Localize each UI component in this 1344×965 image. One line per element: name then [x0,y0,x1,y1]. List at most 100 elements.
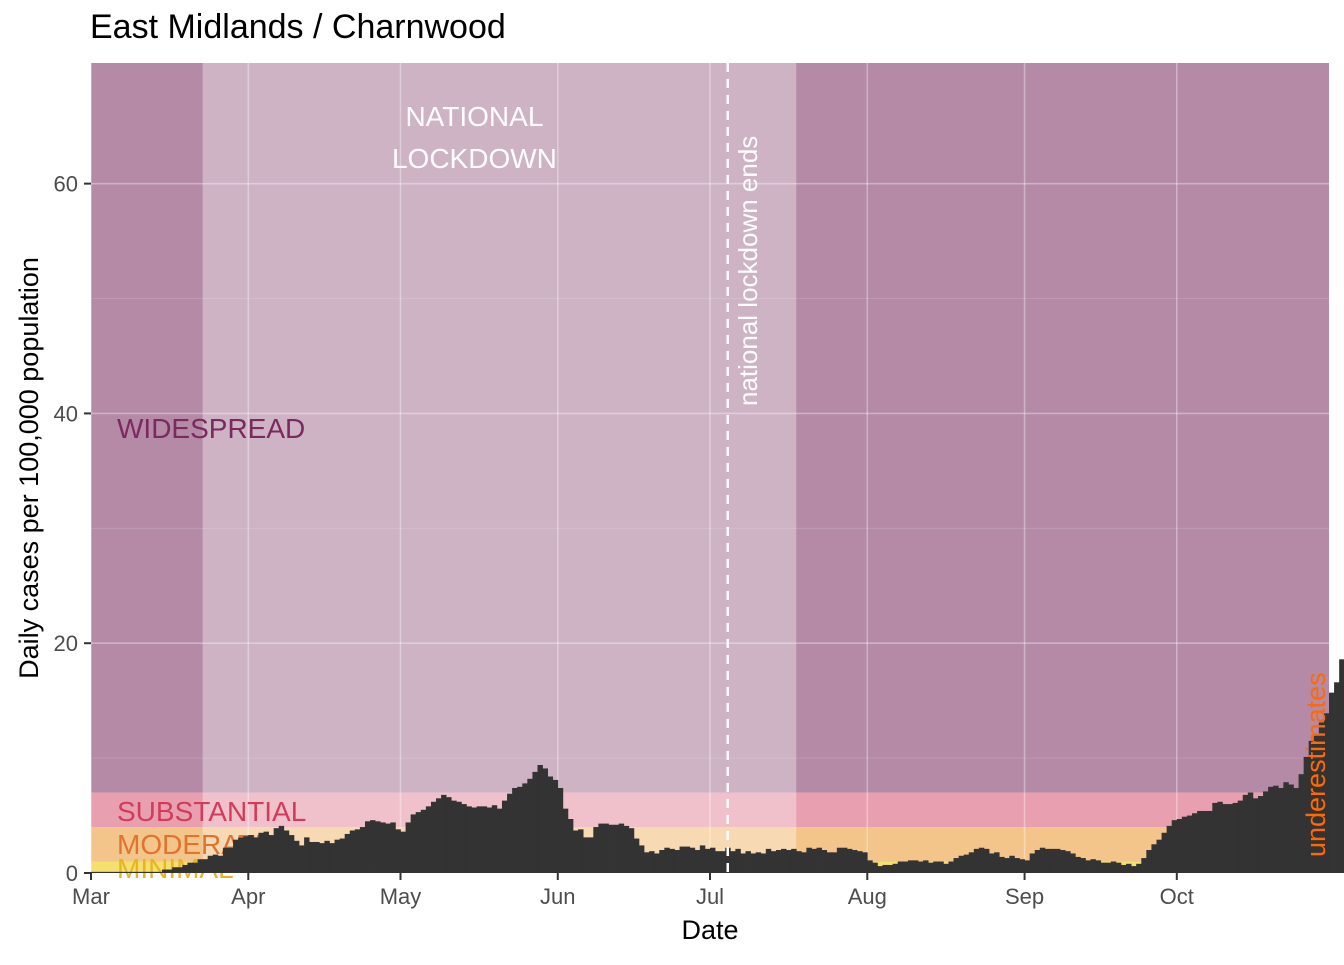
bar [441,794,447,873]
bar [735,848,741,873]
bar [415,812,422,873]
bar [1009,855,1015,873]
bar [430,801,437,873]
bar [1055,848,1061,873]
bar [857,851,863,873]
bar [968,852,975,873]
bar [720,851,726,873]
bar [141,871,148,873]
bar [522,783,528,873]
bar [486,807,493,873]
bar [1257,796,1264,873]
bar [456,801,462,873]
bar [1166,825,1173,873]
x-tick-label: May [380,884,422,909]
bar [1334,682,1340,873]
bar [146,871,153,873]
y-tick-label: 60 [54,172,78,197]
bar [1105,862,1112,873]
bar [283,830,290,873]
x-axis-title: Date [681,915,738,945]
bar [395,829,401,873]
bar [212,854,219,873]
bar [938,861,944,873]
bar [1323,713,1330,873]
x-tick-label: Mar [72,884,110,909]
bar [892,863,899,873]
bar [882,864,888,873]
bar [385,823,391,873]
band-widespread [91,63,1329,793]
bar [796,851,802,873]
bar [501,800,508,873]
bar [278,825,285,873]
bar [136,871,143,873]
bar [273,828,280,873]
bar [1151,844,1157,873]
bar [897,861,904,873]
bar [1278,787,1284,873]
bar [527,778,533,873]
bar [654,853,660,873]
bar [1019,859,1025,873]
bar [1329,692,1335,873]
bar [1100,862,1107,873]
lockdown-shading [202,63,797,873]
bar [304,837,310,873]
bar [775,850,782,873]
bar [192,862,198,873]
bar [755,852,762,873]
bar [106,871,112,873]
bar [973,848,980,873]
bar [233,839,239,873]
bar [801,852,807,873]
bar [288,835,295,873]
bar [1212,802,1218,873]
bar [542,768,548,873]
bar [907,860,914,873]
bar [928,862,934,873]
bar [309,841,315,873]
bar [1060,850,1066,873]
bar [1313,733,1320,873]
bar [836,847,843,873]
bar [902,861,909,873]
bar [887,864,894,873]
bar [400,831,406,873]
bar [547,776,554,873]
bar [958,855,965,873]
bar [354,829,361,873]
bar [156,871,163,873]
bar [131,871,138,873]
bar [101,871,107,873]
bar [481,806,488,873]
bar [222,847,229,873]
bar [380,822,386,873]
bar [821,850,828,873]
bar [613,824,620,873]
bar [649,851,655,873]
chart-title: East Midlands / Charnwood [90,8,506,46]
bar [1070,853,1076,873]
bar [740,853,746,873]
bar [425,806,432,873]
bar [1085,860,1091,873]
bar [182,864,188,873]
band-substantial [91,792,1329,828]
bar [725,847,731,873]
bar [1080,858,1086,873]
bar [638,845,645,873]
bar [715,851,721,873]
bar [674,850,680,873]
bar [770,851,777,873]
bar [1120,864,1127,873]
bar [359,827,366,873]
bar [537,765,543,873]
bar [562,808,569,873]
bar [872,862,878,873]
bar [806,847,812,873]
bar [370,820,376,873]
bar [1308,740,1315,873]
bar [912,860,919,873]
